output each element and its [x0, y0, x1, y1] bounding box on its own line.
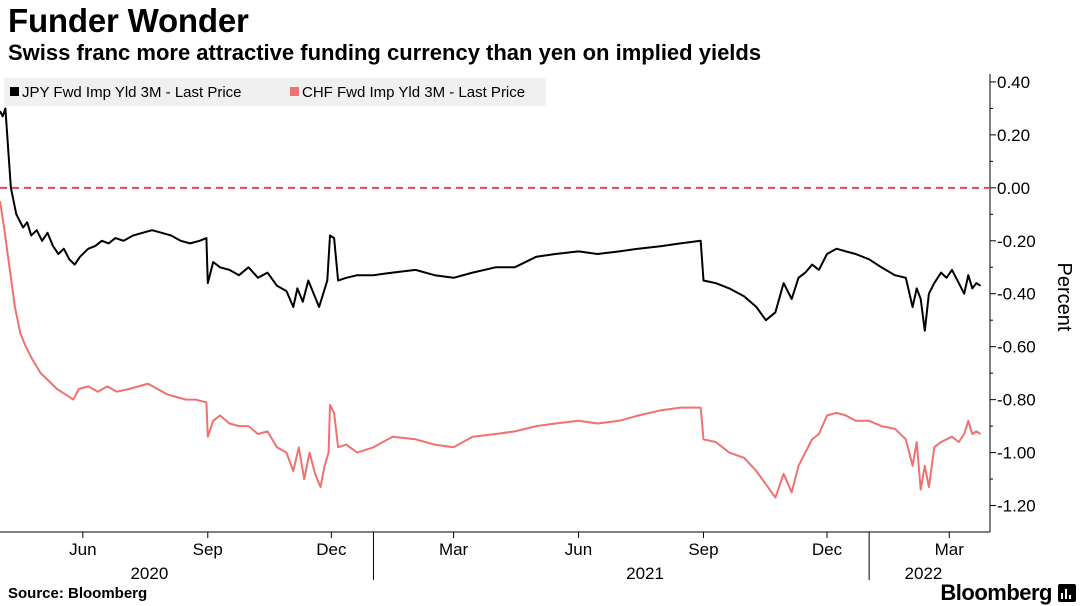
- x-tick-label: Dec: [316, 540, 347, 559]
- y-tick-label: -0.60: [997, 338, 1036, 357]
- chart-subtitle: Swiss franc more attractive funding curr…: [8, 40, 762, 65]
- chart-title: Funder Wonder: [8, 2, 249, 39]
- x-tick-label: Sep: [688, 540, 718, 559]
- x-year-label: 2021: [626, 564, 664, 583]
- y-tick-label: -1.00: [997, 444, 1036, 463]
- y-tick-label: -0.20: [997, 232, 1036, 251]
- x-tick-label: Jun: [565, 540, 592, 559]
- x-tick-label: Jun: [69, 540, 96, 559]
- x-year-label: 2022: [905, 564, 943, 583]
- y-tick-label: 0.20: [997, 126, 1030, 145]
- y-tick-label: -0.80: [997, 391, 1036, 410]
- y-tick-label: -0.40: [997, 285, 1036, 304]
- y-axis-title: Percent: [1053, 263, 1075, 332]
- source-note: Source: Bloomberg: [8, 585, 148, 602]
- y-tick-label: -1.20: [997, 497, 1036, 516]
- x-tick-label: Sep: [193, 540, 223, 559]
- x-tick-label: Mar: [935, 540, 965, 559]
- legend-label: JPY Fwd Imp Yld 3M - Last Price: [22, 84, 242, 101]
- y-tick-label: 0.00: [997, 179, 1030, 198]
- y-tick-label: 0.40: [997, 73, 1030, 92]
- x-tick-label: Dec: [812, 540, 843, 559]
- legend-swatch: [10, 87, 19, 96]
- legend-label: CHF Fwd Imp Yld 3M - Last Price: [302, 84, 525, 101]
- x-tick-label: Mar: [439, 540, 469, 559]
- x-year-label: 2020: [130, 564, 168, 583]
- bloomberg-logo-text: Bloomberg: [940, 580, 1052, 605]
- legend-swatch: [290, 87, 299, 96]
- series-line-jpy: [0, 107, 982, 332]
- series-line-chf: [0, 200, 982, 499]
- bloomberg-terminal-icon: [1058, 584, 1076, 602]
- legend-box: [4, 78, 546, 106]
